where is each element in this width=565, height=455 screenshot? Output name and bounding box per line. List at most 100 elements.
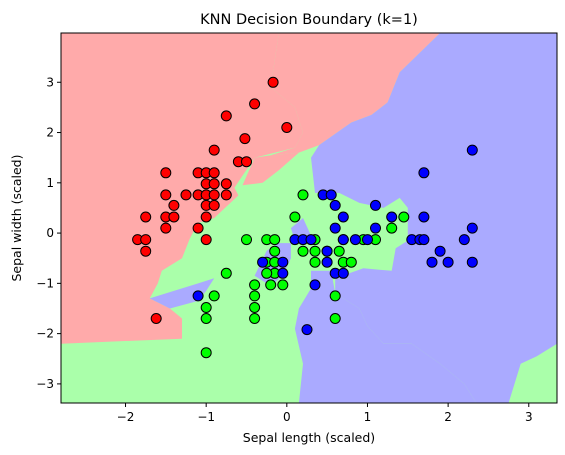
point-green-16 (241, 234, 252, 246)
point-blue-23 (434, 245, 446, 257)
point-blue-33 (309, 279, 321, 291)
point-red-19 (208, 189, 220, 201)
point-red-8 (160, 167, 172, 179)
x-axis-ticks: −2 −1 0 1 2 3 (117, 403, 533, 424)
point-red-14 (220, 178, 232, 190)
point-green-33 (297, 189, 309, 201)
region-blue-4 (294, 270, 477, 403)
x-tick-label: 3 (525, 410, 533, 424)
point-red-24 (140, 211, 152, 223)
point-blue-25 (442, 256, 454, 268)
point-green-1 (200, 313, 212, 324)
point-green-10 (220, 267, 232, 279)
point-red-2 (249, 98, 261, 110)
point-blue-17 (362, 234, 373, 246)
decision-regions (61, 33, 557, 403)
region-red-2 (242, 152, 299, 186)
point-green-5 (249, 302, 261, 313)
point-blue-22 (321, 245, 333, 257)
point-blue-4 (329, 199, 341, 211)
point-green-35 (329, 313, 341, 324)
point-red-31 (140, 234, 152, 246)
point-red-4 (239, 133, 251, 145)
point-green-0 (200, 347, 212, 359)
point-blue-5 (370, 199, 381, 211)
point-blue-27 (257, 256, 269, 268)
point-green-21 (309, 256, 321, 268)
point-blue-20 (418, 234, 430, 246)
y-tick-label: −1 (36, 276, 54, 290)
y-tick-label: −2 (36, 327, 54, 341)
y-tick-label: 0 (46, 226, 54, 240)
chart-title: KNN Decision Boundary (k=1) (200, 12, 418, 28)
point-red-32 (200, 234, 212, 246)
region-blue-5 (149, 278, 215, 309)
point-green-4 (249, 313, 261, 324)
y-tick-label: 1 (46, 176, 54, 190)
point-blue-0 (466, 144, 478, 156)
point-blue-35 (301, 324, 313, 336)
point-blue-32 (337, 267, 349, 279)
point-red-0 (267, 76, 279, 88)
point-red-5 (208, 144, 220, 156)
point-red-1 (281, 122, 293, 133)
point-blue-28 (277, 256, 289, 268)
point-green-34 (329, 290, 341, 302)
y-tick-label: −3 (36, 377, 54, 391)
point-blue-30 (277, 267, 289, 279)
point-blue-29 (321, 256, 333, 268)
point-green-29 (345, 256, 357, 268)
point-red-33 (140, 245, 152, 257)
x-axis-label: Sepal length (scaled) (243, 430, 375, 445)
point-red-13 (208, 178, 220, 190)
point-blue-9 (329, 222, 341, 234)
plot-frame (60, 32, 558, 404)
point-green-7 (249, 279, 261, 291)
point-green-9 (277, 279, 289, 291)
y-axis-label: Sepal width (scaled) (9, 155, 24, 282)
y-tick-label: 3 (46, 75, 54, 89)
point-green-6 (249, 290, 261, 302)
point-green-12 (261, 267, 273, 279)
y-axis-ticks: −3 −2 −1 0 1 2 3 (36, 75, 61, 391)
point-red-20 (220, 189, 232, 201)
point-red-23 (208, 199, 220, 211)
point-blue-16 (349, 234, 361, 246)
point-green-3 (208, 290, 220, 302)
point-green-32 (289, 211, 301, 223)
x-tick-label: 0 (283, 410, 291, 424)
point-red-16 (180, 189, 192, 201)
x-tick-label: 1 (364, 410, 372, 424)
point-green-31 (398, 211, 410, 223)
point-blue-26 (466, 256, 478, 268)
point-red-27 (200, 211, 212, 223)
point-red-7 (241, 156, 252, 168)
point-green-15 (269, 245, 281, 257)
y-tick-label: 2 (46, 126, 54, 140)
point-blue-15 (337, 234, 349, 246)
point-green-30 (386, 222, 398, 234)
x-tick-label: −1 (197, 410, 215, 424)
region-red-0 (61, 33, 303, 344)
point-green-2 (200, 302, 212, 313)
region-red-1 (270, 33, 441, 156)
point-red-28 (160, 222, 172, 234)
point-blue-34 (192, 290, 204, 302)
point-red-34 (150, 313, 162, 324)
point-red-29 (192, 222, 204, 234)
point-green-23 (333, 245, 345, 257)
point-red-21 (168, 199, 180, 211)
point-blue-10 (370, 222, 381, 234)
point-blue-24 (426, 256, 438, 268)
point-green-18 (269, 234, 281, 246)
data-points (132, 76, 478, 359)
point-red-11 (208, 167, 220, 179)
point-blue-7 (386, 211, 398, 223)
region-blue-3 (311, 33, 557, 403)
point-blue-11 (466, 222, 478, 234)
point-green-8 (265, 279, 277, 291)
point-blue-1 (418, 167, 430, 179)
point-blue-14 (305, 234, 317, 246)
point-red-3 (220, 110, 232, 122)
